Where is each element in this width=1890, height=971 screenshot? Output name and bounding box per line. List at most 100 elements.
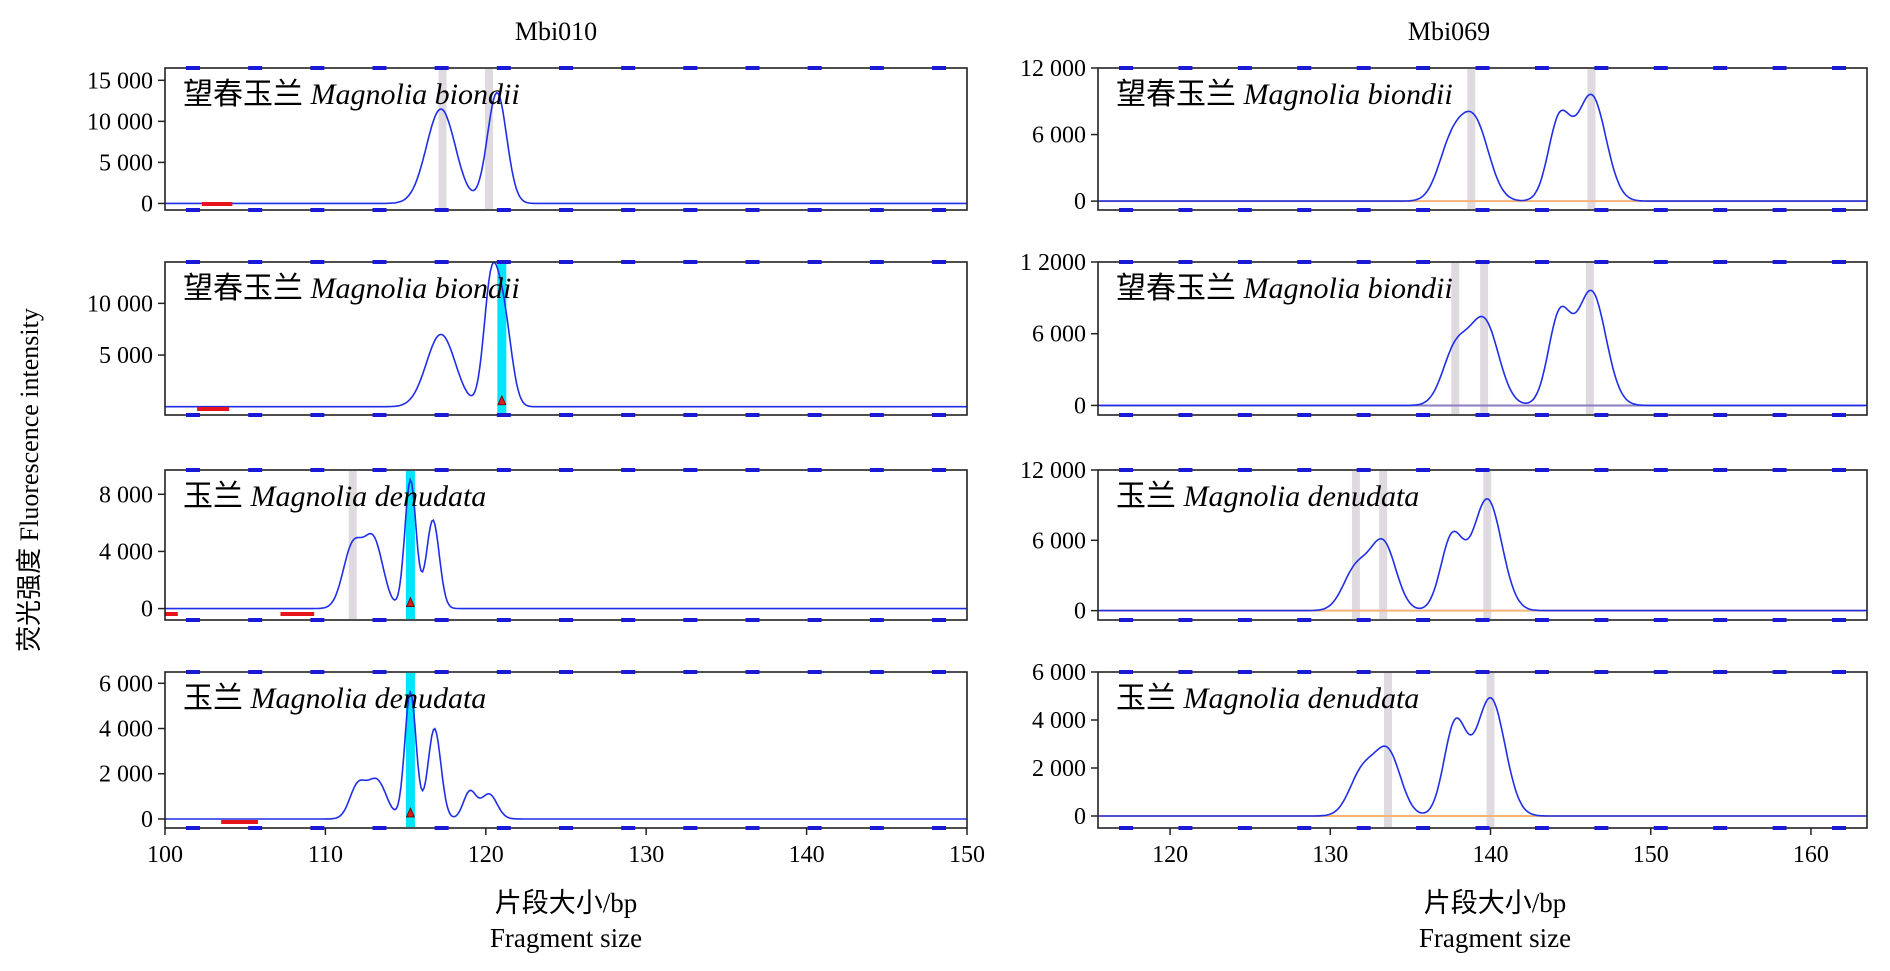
frame-dash-bottom [1475,208,1490,212]
frame-dash-top [1832,260,1846,264]
frame-dash-bottom [869,618,884,622]
frame-dash-top [1356,260,1371,264]
y-tick-label: 0 [141,597,153,623]
frame-dash-top [496,468,511,472]
frame-dash-top [1713,260,1728,264]
frame-dash-top [310,468,325,472]
frame-dash-bottom [1297,413,1312,417]
frame-dash-bottom [1237,826,1252,830]
frame-dash-bottom [186,413,200,417]
frame-dash-bottom [869,826,884,830]
frame-dash-bottom [1475,413,1490,417]
frame-dash-top [869,260,884,264]
y-tick-label: 5 000 [99,343,153,369]
highlight-band [405,673,415,827]
frame-dash-bottom [1356,826,1371,830]
species-label-cn: 玉兰 [1116,682,1184,715]
frame-dash-top [372,468,387,472]
x-axis-label-en-left: Fragment size [490,923,642,953]
frame-dash-top [1534,468,1549,472]
x-tick-label: 120 [1152,842,1188,868]
frame-dash-bottom [932,413,946,417]
frame-dash-top [1534,670,1549,674]
frame-dash-bottom [1653,618,1668,622]
panel-2: 5 000 10 000 望春玉兰 Magnolia biondii [87,260,968,417]
frame-dash-top [1594,468,1609,472]
frame-dash-bottom [248,826,263,830]
trace-line [165,477,967,610]
frame-dash-top [310,66,325,70]
y-tick-label: 10 000 [87,109,153,135]
frame-dash-top [683,66,698,70]
frame-dash-top [807,468,822,472]
frame-dash-bottom [1653,208,1668,212]
frame-dash-top [1594,66,1609,70]
frame-dash-top [248,260,263,264]
frame-dash-bottom [248,413,263,417]
frame-dash-bottom [559,618,573,622]
frame-dash-top [1119,468,1133,472]
frame-dash-bottom [1237,413,1252,417]
highlight-band [1379,471,1388,619]
frame-dash-top [248,468,263,472]
y-tick-label: 15 000 [87,68,153,94]
x-tick-label: 140 [789,842,825,868]
frame-dash-bottom [745,208,760,212]
frame-dash-top [1653,66,1668,70]
frame-dash-top [807,66,822,70]
trace-line [1098,93,1867,202]
frame-dash-bottom [932,826,946,830]
species-label-latin: Magnolia biondii [1243,78,1453,111]
frame-dash-top [1356,66,1371,70]
frame-dash-bottom [1237,618,1252,622]
y-tick-label: 4 000 [1032,708,1086,734]
frame-dash-bottom [248,618,263,622]
frame-dash-bottom [1416,826,1431,830]
frame-dash-top [186,66,200,70]
frame-dash-top [869,670,884,674]
frame-dash-bottom [1772,618,1787,622]
frame-dash-bottom [496,618,511,622]
frame-dash-bottom [434,618,449,622]
x-tick-label: 110 [308,842,343,868]
frame-dash-top [1772,260,1787,264]
frame-dash-top [932,670,946,674]
frame-dash-top [248,66,263,70]
frame-dash-top [1416,670,1431,674]
frame-dash-top [1832,66,1846,70]
frame-dash-top [1772,66,1787,70]
y-tick-label: 2 000 [99,762,153,788]
frame-dash-bottom [1356,413,1371,417]
frame-dash-top [1237,468,1252,472]
frame-dash-bottom [745,618,760,622]
frame-dash-bottom [248,208,263,212]
column-title-left: Mbi010 [515,17,597,46]
trace-line [165,91,967,205]
y-tick-label: 6 000 [99,671,153,697]
frame-dash-top [1772,670,1787,674]
x-tick-label: 130 [1312,842,1348,868]
panel-7: 0 6 000 12 000 玉兰 Magnolia denudata [1020,458,1868,625]
frame-dash-top [745,260,760,264]
frame-dash-bottom [932,208,946,212]
x-axis-label-en-right: Fragment size [1419,923,1571,953]
species-label-cn: 望春玉兰 [1116,272,1244,305]
frame-dash-bottom [1237,208,1252,212]
frame-dash-top [1475,260,1490,264]
species-label-cn: 望春玉兰 [183,272,311,305]
species-label: 玉兰 Magnolia denudata [183,480,486,513]
frame-dash-top [1178,670,1193,674]
frame-dash-top [683,670,698,674]
y-tick-label: 6 000 [1032,660,1086,686]
species-label: 望春玉兰 Magnolia biondii [183,272,520,305]
frame-dash-bottom [1178,413,1193,417]
frame-dash-top [745,66,760,70]
highlight-band [1467,69,1476,209]
frame-dash-bottom [1772,826,1787,830]
frame-dash-top [186,670,200,674]
frame-dash-top [621,260,636,264]
frame-dash-top [372,66,387,70]
highlight-band [1585,263,1594,414]
frame-dash-top [1534,66,1549,70]
frame-dash-top [932,468,946,472]
